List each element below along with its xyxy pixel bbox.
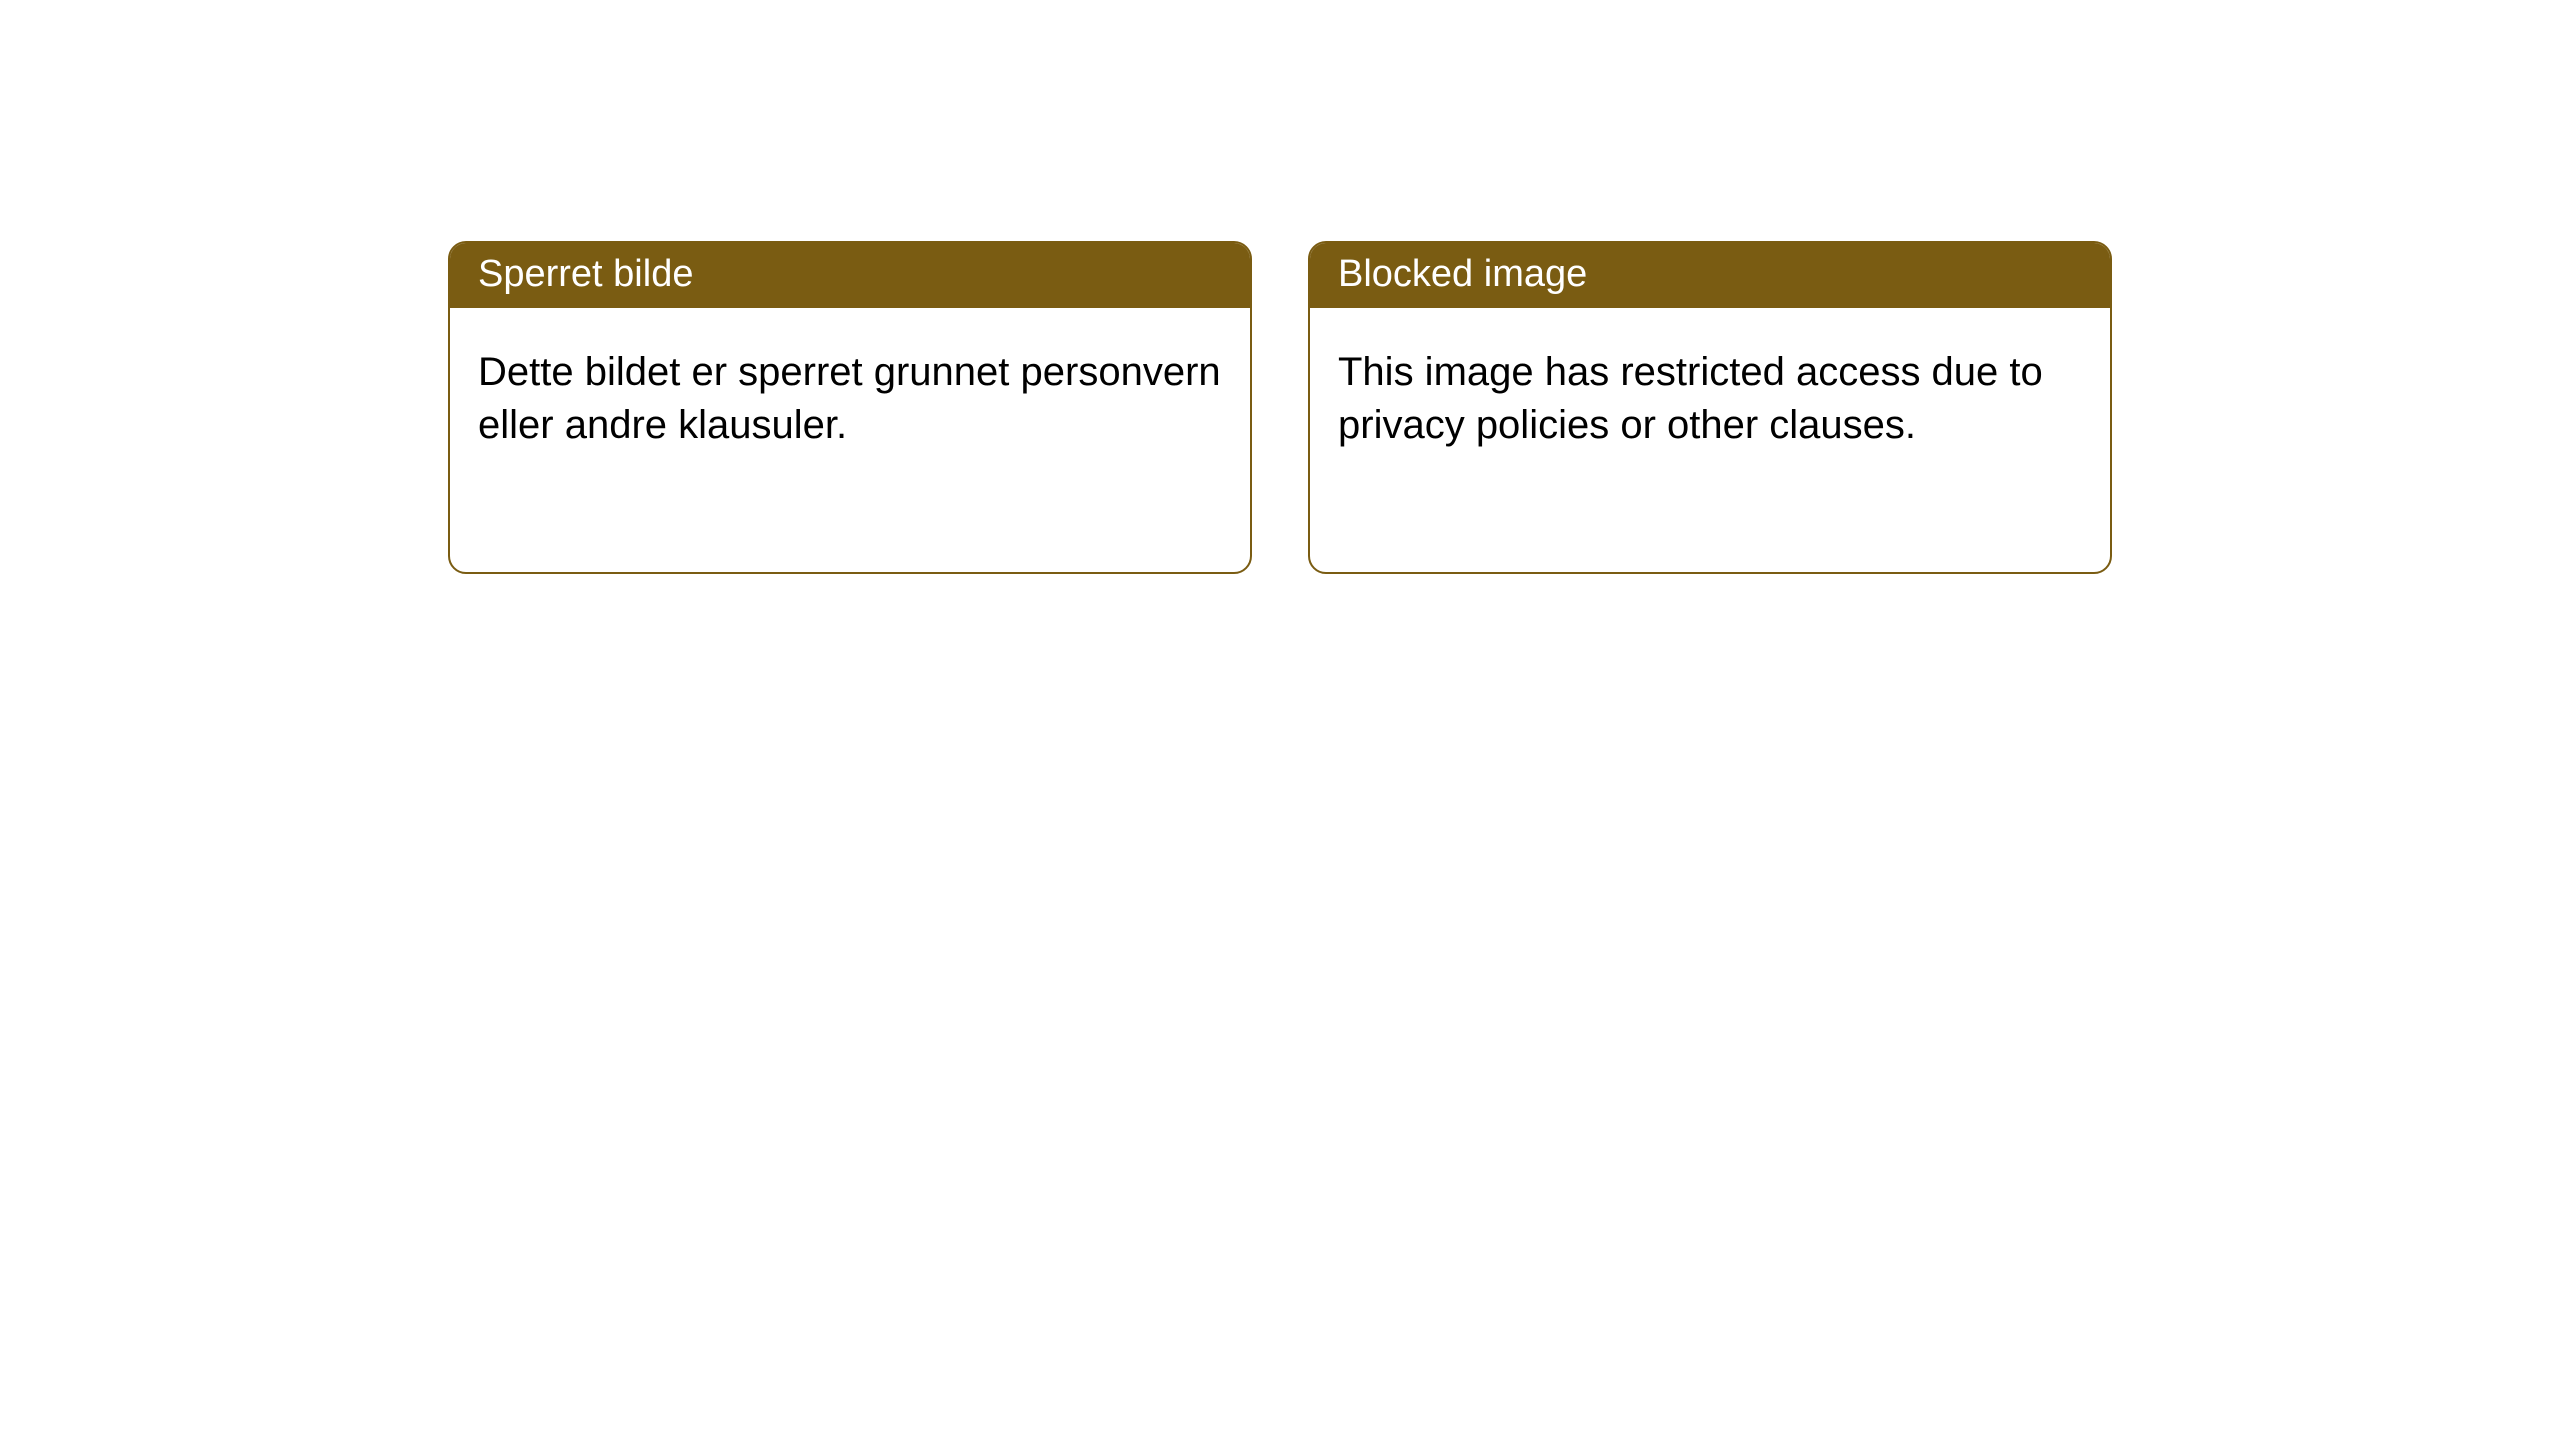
notice-container: Sperret bilde Dette bildet er sperret gr… bbox=[0, 0, 2560, 574]
notice-body: Dette bildet er sperret grunnet personve… bbox=[450, 308, 1250, 480]
notice-card-norwegian: Sperret bilde Dette bildet er sperret gr… bbox=[448, 241, 1252, 574]
notice-title: Sperret bilde bbox=[450, 243, 1250, 308]
notice-body: This image has restricted access due to … bbox=[1310, 308, 2110, 480]
notice-card-english: Blocked image This image has restricted … bbox=[1308, 241, 2112, 574]
notice-title: Blocked image bbox=[1310, 243, 2110, 308]
